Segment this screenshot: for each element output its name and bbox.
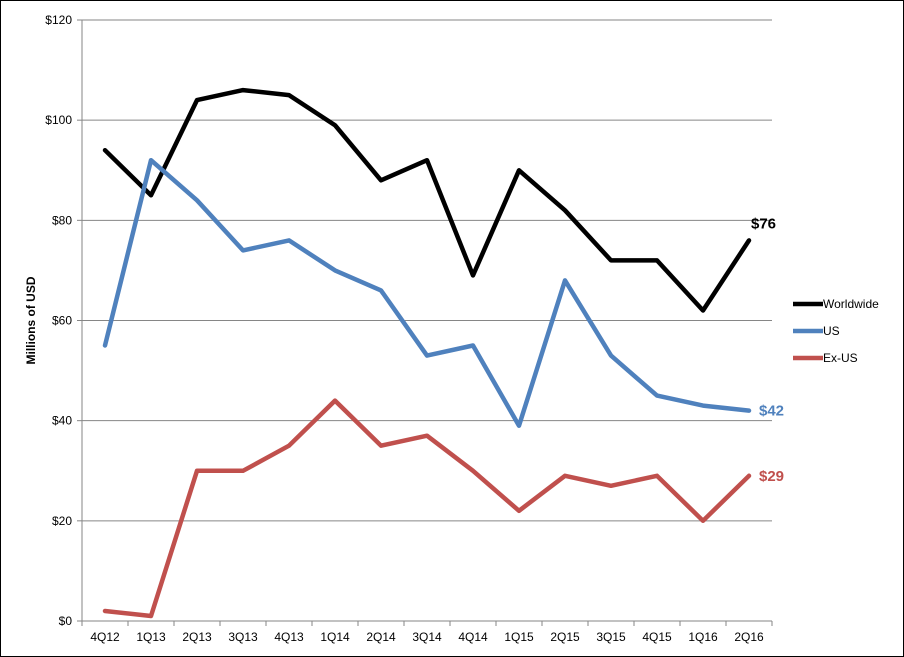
y-tick-label: $60: [52, 314, 72, 328]
x-tick-label: 4Q15: [642, 630, 672, 644]
axes: [77, 19, 773, 626]
gridlines: [82, 19, 772, 522]
x-tick-label: 2Q16: [734, 630, 764, 644]
end-label-us: $42: [759, 403, 784, 420]
y-tick-label: $80: [52, 213, 72, 227]
y-axis-label: Millions of USD: [24, 276, 38, 364]
series-line-ex-us: [102, 398, 752, 619]
x-tick-label: 3Q13: [228, 630, 258, 644]
series-lines: [102, 87, 752, 619]
y-tick-label: $20: [52, 514, 72, 528]
legend-label: Ex-US: [823, 351, 858, 365]
y-tick-label: $100: [45, 113, 72, 127]
x-tick-label: 2Q13: [182, 630, 212, 644]
end-label-ex-us: $29: [759, 468, 784, 485]
end-label-worldwide: $76: [751, 215, 776, 232]
y-tick-labels: $0 $20 $40 $60 $80 $100 $120: [45, 13, 72, 628]
series-line-worldwide: [102, 87, 752, 313]
x-tick-label: 2Q14: [366, 630, 396, 644]
legend-label: Worldwide: [823, 297, 879, 311]
x-tick-label: 3Q15: [596, 630, 626, 644]
y-tick-label: $0: [59, 614, 73, 628]
x-tick-label: 3Q14: [412, 630, 442, 644]
x-tick-label: 4Q12: [90, 630, 120, 644]
x-tick-label: 1Q15: [504, 630, 534, 644]
x-tick-label: 1Q13: [136, 630, 166, 644]
y-tick-label: $120: [45, 13, 72, 27]
end-labels: $76 $42 $29: [751, 215, 784, 484]
x-tick-label: 4Q13: [274, 630, 304, 644]
y-tick-label: $40: [52, 414, 72, 428]
legend: Worldwide US Ex-US: [793, 297, 879, 365]
legend-label: US: [823, 324, 840, 338]
series-line-us: [102, 157, 752, 428]
x-tick-label: 1Q16: [688, 630, 718, 644]
x-tick-label: 4Q14: [458, 630, 488, 644]
x-tick-labels: 4Q12 1Q13 2Q13 3Q13 4Q13 1Q14 2Q14 3Q14 4Q14 1Q15…: [90, 630, 764, 644]
x-tick-label: 2Q15: [550, 630, 580, 644]
x-tick-label: 1Q14: [320, 630, 350, 644]
